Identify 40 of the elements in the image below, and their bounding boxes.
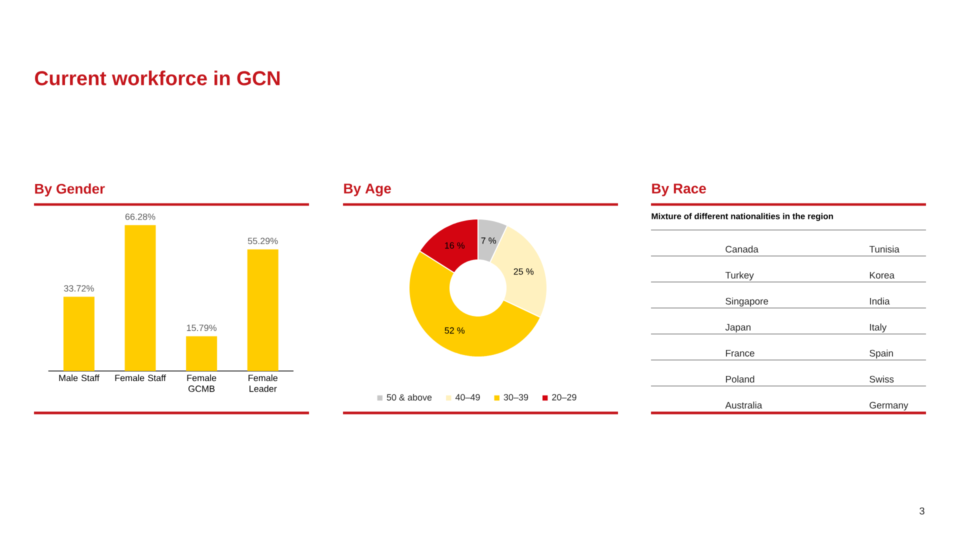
- data-label: 16 %: [445, 242, 465, 249]
- legend-label: 30–39: [504, 394, 528, 400]
- text: Korea: [870, 272, 895, 279]
- x-tick-label: Female Staff: [115, 374, 166, 382]
- text: Current workforce in GCN: [35, 70, 280, 86]
- bar: [186, 336, 218, 371]
- bar: [247, 249, 278, 371]
- x-tick-label: Female Leader: [248, 374, 278, 392]
- text: France: [726, 350, 754, 357]
- data-label: 7 %: [481, 238, 496, 244]
- text: Japan: [725, 324, 750, 332]
- data-label: 15.79%: [186, 324, 216, 332]
- text: Germany: [870, 402, 908, 410]
- data-label: 52 %: [444, 327, 465, 334]
- text: 3: [920, 507, 924, 515]
- text: Mixture of different nationalities in the region: [652, 213, 833, 221]
- legend-label: 50 & above: [386, 394, 432, 401]
- x-tick-label: Male Staff: [59, 374, 100, 382]
- text: Spain: [870, 350, 893, 358]
- chart-title: By Age: [344, 184, 391, 196]
- chart-title: By Gender: [35, 183, 105, 197]
- text: Canada: [726, 246, 758, 253]
- text: Turkey: [725, 272, 754, 280]
- text: India: [870, 298, 890, 305]
- data-label: 55.29%: [248, 238, 278, 244]
- legend-label: 40–49: [455, 394, 480, 400]
- text: Poland: [726, 376, 754, 383]
- bar: [63, 296, 94, 371]
- text: By Race: [652, 184, 706, 196]
- data-label: 33.72%: [64, 285, 94, 292]
- legend-label: 20–29: [552, 394, 576, 400]
- text: Singapore: [726, 298, 768, 306]
- text: Tunisia: [869, 246, 900, 253]
- text: Australia: [725, 402, 762, 409]
- data-label: 66.28%: [125, 214, 156, 220]
- text: Italy: [870, 324, 887, 332]
- data-label: 25 %: [514, 268, 534, 275]
- x-tick-label: Female GCMB: [187, 374, 216, 392]
- bar: [124, 225, 156, 371]
- text: Swiss: [870, 376, 894, 383]
